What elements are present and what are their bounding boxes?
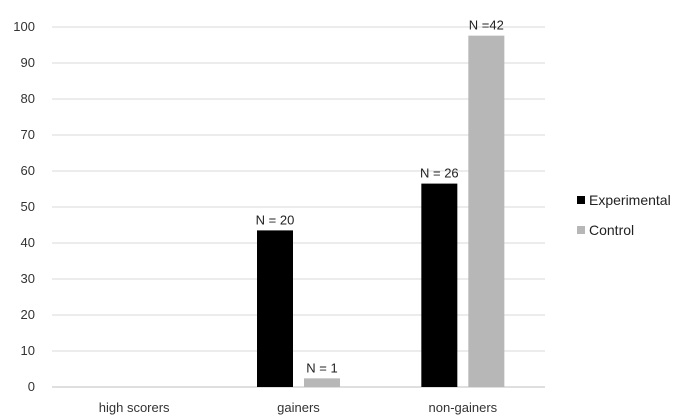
y-tick-label: 20 <box>21 307 35 322</box>
bar-control-gainers <box>304 378 340 387</box>
x-category-label: gainers <box>277 400 320 415</box>
x-category-label: high scorers <box>99 400 170 415</box>
data-label: N = 20 <box>256 212 295 227</box>
y-tick-label: 80 <box>21 91 35 106</box>
y-tick-label: 40 <box>21 235 35 250</box>
data-label: N = 1 <box>306 360 337 375</box>
y-tick-label: 70 <box>21 127 35 142</box>
bar-experimental-gainers <box>257 230 293 387</box>
legend-item-experimental: Experimental <box>577 191 671 209</box>
legend-label-experimental: Experimental <box>589 192 671 208</box>
bars <box>257 35 505 387</box>
y-tick-label: 10 <box>21 343 35 358</box>
legend-swatch-experimental <box>577 196 585 204</box>
x-axis-category-labels: high scorers gainers non-gainers <box>99 400 498 415</box>
y-tick-label: 100 <box>13 19 35 34</box>
y-tick-label: 50 <box>21 199 35 214</box>
legend: Experimental Control <box>577 191 671 251</box>
y-tick-label: 0 <box>28 379 35 394</box>
y-tick-label: 60 <box>21 163 35 178</box>
legend-label-control: Control <box>589 222 635 238</box>
legend-item-control: Control <box>577 221 671 239</box>
grid-lines <box>52 26 545 388</box>
y-tick-label: 30 <box>21 271 35 286</box>
data-labels: N = 20 N = 1 N = 26 N =42 <box>256 18 504 376</box>
data-label: N =42 <box>469 18 504 33</box>
bar-control-non-gainers <box>468 35 505 387</box>
bar-experimental-non-gainers <box>421 183 458 387</box>
legend-swatch-control <box>577 226 585 234</box>
x-category-label: non-gainers <box>429 400 498 415</box>
y-tick-label: 90 <box>21 55 35 70</box>
data-label: N = 26 <box>420 166 459 181</box>
y-axis-tick-labels: 0 10 20 30 40 50 60 70 80 90 100 <box>13 19 35 394</box>
